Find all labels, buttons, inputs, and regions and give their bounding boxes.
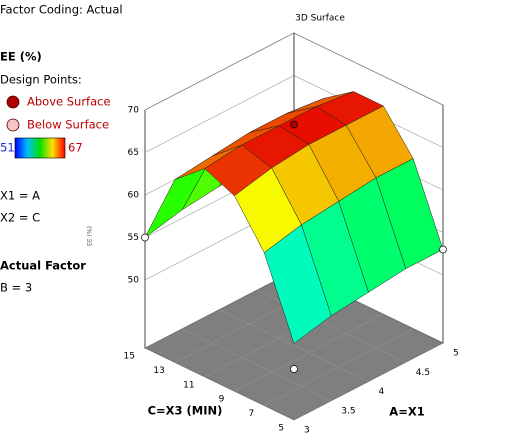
factor-label: X1 = A <box>0 189 40 203</box>
chart-title: 3D Surface <box>295 14 345 24</box>
x-tick-label: 5 <box>453 349 459 359</box>
grid-line <box>144 347 295 421</box>
above-label: Above Surface <box>27 95 111 109</box>
color-max: 67 <box>68 141 83 155</box>
x-tick-label: 4.5 <box>416 368 430 378</box>
grid-line <box>293 342 444 421</box>
y-tick-label: 15 <box>124 352 135 362</box>
factor-coding: Factor Coding: Actual <box>0 3 123 17</box>
grid-line <box>264 328 414 406</box>
factor-label: X2 = C <box>0 211 40 225</box>
design-points-label: Design Points: <box>0 73 82 87</box>
z-tick-label: 60 <box>128 191 140 201</box>
grid-line <box>182 328 332 401</box>
below-marker <box>6 118 20 132</box>
design-point <box>439 245 447 254</box>
grid-line <box>144 270 295 349</box>
legend-title: EE (%) <box>0 50 42 64</box>
above-marker <box>6 95 20 109</box>
grid-line <box>219 309 369 382</box>
color-bar <box>14 137 66 159</box>
surface-patch <box>263 224 332 344</box>
z-tick-label: 70 <box>128 106 140 116</box>
x-tick-label: 3.5 <box>341 406 355 416</box>
design-point <box>141 233 149 242</box>
z-tick-label: 55 <box>128 233 139 243</box>
z-tick-label: 50 <box>128 276 140 286</box>
y-tick-label: 5 <box>278 424 284 434</box>
y-axis-label: C=X3 (MIN) <box>148 404 223 418</box>
y-tick-label: 13 <box>153 366 164 376</box>
x-tick-label: 4 <box>379 387 385 397</box>
x-axis-label: A=X1 <box>389 405 424 419</box>
design-point <box>290 120 298 129</box>
below-label: Below Surface <box>27 118 109 132</box>
grid-line <box>234 313 384 392</box>
actual-factor-title: Actual Factor <box>0 259 86 273</box>
actual-factor-value: B = 3 <box>0 281 32 295</box>
x-tick-label: 3 <box>304 426 310 436</box>
y-tick-label: 7 <box>248 409 254 419</box>
color-min: 51 <box>0 141 15 155</box>
y-tick-label: 9 <box>219 395 225 405</box>
z-axis-label: EE (%) <box>87 226 94 246</box>
z-tick-label: 65 <box>128 148 139 158</box>
y-tick-label: 11 <box>183 380 194 390</box>
design-point <box>290 365 298 373</box>
